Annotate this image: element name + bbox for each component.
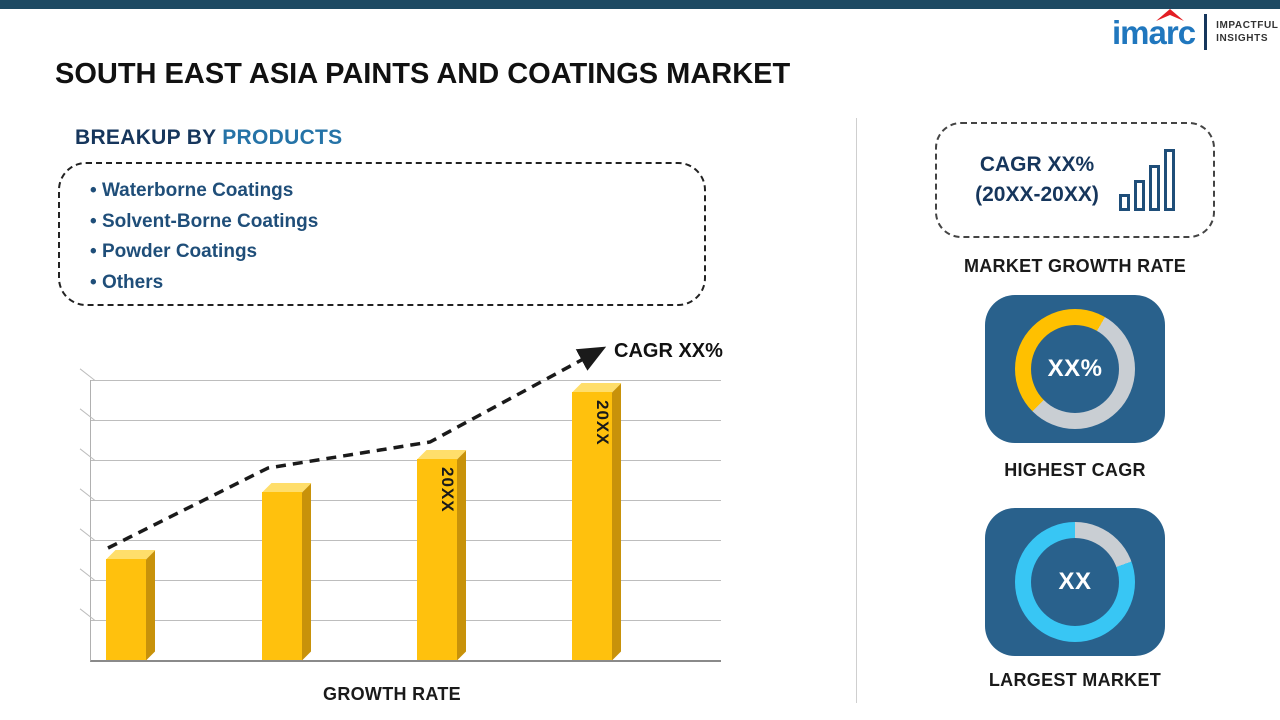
breakup-products-box: Waterborne Coatings Solvent-Borne Coatin… [58,162,706,306]
gridline [91,540,721,541]
trend-arrow [107,346,607,550]
highest-cagr-value: XX% [1047,355,1103,382]
gridline [91,380,721,381]
list-item: Others [90,268,704,299]
gridline [91,420,721,421]
section-divider [856,118,857,703]
logo-tagline: IMPACTFUL INSIGHTS [1216,19,1278,45]
list-item: Waterborne Coatings [90,176,704,207]
cagr-box-line1: CAGR XX% [979,152,1095,176]
bar-chart-icon-bar [1133,180,1145,211]
breakup-products-list: Waterborne Coatings Solvent-Borne Coatin… [60,164,704,298]
market-growth-rate-label: MARKET GROWTH RATE [963,256,1187,276]
largest-market-donut-icon: XX [1015,522,1135,642]
growth-rate-bar-chart: 20XX 20XX CAGR XX% GROWTH RATE [62,335,723,705]
logo-divider [1204,14,1208,50]
highest-cagr-tile: XX% [985,295,1165,443]
market-growth-rate-box: CAGR XX% (20XX-20XX) [935,122,1215,238]
imarc-logo: imarc IMPACTFUL INSIGHTS [1112,8,1279,51]
cagr-box-text: CAGR XX% (20XX-20XX) [975,150,1099,211]
imarc-logo-text: imarc [1112,13,1196,51]
gridline [91,620,721,621]
bar-2 [262,492,302,660]
gridline [91,460,721,461]
largest-market-tile: XX [985,508,1165,656]
x-axis-label: GROWTH RATE [323,684,461,704]
gridline [91,500,721,501]
breakup-heading-prefix: BREAKUP BY [75,126,223,149]
cagr-annotation: CAGR XX% [614,340,723,362]
list-item: Solvent-Borne Coatings [90,207,704,238]
largest-market-value: XX [1058,568,1092,595]
largest-market-label: LARGEST MARKET [988,670,1162,690]
breakup-heading-highlight: PRODUCTS [222,126,343,149]
list-item: Powder Coatings [90,237,704,268]
highest-cagr-donut-icon: XX% [1015,309,1135,429]
imarc-logo-wordmark: imarc [1112,8,1196,51]
gridline [91,580,721,581]
top-accent-bar [0,0,1280,9]
logo-tagline-line2: INSIGHTS [1216,33,1269,44]
logo-tagline-line1: IMPACTFUL [1216,20,1279,31]
bar-chart-icon-bar [1163,149,1175,211]
donut-hole: XX% [1031,325,1119,413]
bar-label: 20XX [593,400,612,446]
cagr-box-line2: (20XX-20XX) [975,183,1099,206]
page-title: SOUTH EAST ASIA PAINTS AND COATINGS MARK… [55,58,791,90]
plot-area: 20XX 20XX [90,380,721,662]
bar-chart-icon-bar [1118,194,1130,211]
bar-1 [106,559,146,660]
bar-3: 20XX [417,459,457,660]
bar-chart-icon-bar [1148,165,1160,211]
breakup-heading: BREAKUP BY PRODUCTS [75,126,342,150]
bar-chart-icon [1118,149,1175,211]
imarc-logo-arrow-icon [1156,8,1184,21]
bar-label: 20XX [438,467,457,513]
bar-4: 20XX [572,392,612,660]
highest-cagr-label: HIGHEST CAGR [1004,460,1146,480]
donut-hole: XX [1031,538,1119,626]
